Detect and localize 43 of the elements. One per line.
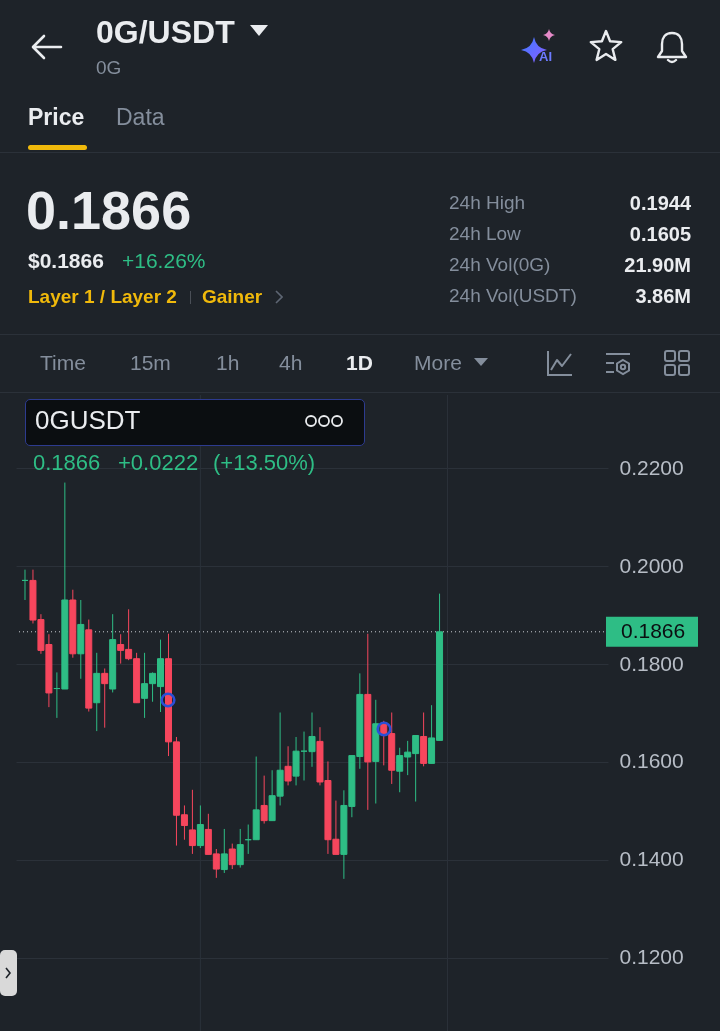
text: 1D	[346, 350, 373, 376]
text: 24h Vol(0G)	[449, 254, 551, 276]
chart-title: 0G/USDT	[96, 13, 235, 51]
text: 0.1944	[629, 191, 691, 215]
candlestick	[236, 828, 244, 869]
text: Gainer	[202, 286, 263, 308]
text: 0.1866	[26, 178, 192, 242]
candlestick	[228, 843, 236, 870]
text: 4h	[279, 350, 303, 376]
text: AI	[539, 48, 552, 65]
text: 0.1605	[629, 222, 691, 246]
candlestick	[101, 667, 109, 729]
candlestick	[196, 804, 204, 849]
candlestick	[220, 828, 228, 874]
candlestick	[188, 789, 196, 855]
text: 24h High	[449, 192, 526, 214]
ref-line-label: 0.1866	[621, 618, 686, 642]
text: 24h Vol(USDT)	[449, 285, 577, 307]
text: 3.86M	[635, 284, 691, 308]
text: +16.26%	[122, 248, 206, 274]
text: 24h Low	[449, 223, 521, 245]
text: $0.1866	[28, 248, 104, 274]
annotation: 0.1866	[33, 450, 101, 476]
annotation: +0.0222	[118, 450, 199, 476]
y-tick-label: 0.2200	[619, 455, 684, 479]
text: Data	[116, 103, 165, 131]
annotation: (+13.50%)	[213, 450, 316, 476]
y-tick-label: 0.1800	[619, 651, 684, 675]
y-tick-label: 0.1200	[619, 945, 684, 969]
candlestick	[260, 775, 268, 825]
text: 21.90M	[624, 253, 691, 277]
chart-subtitle: 0G	[96, 57, 122, 79]
annotation: 0GUSDT	[35, 405, 141, 436]
y-tick-label: 0.2000	[619, 553, 684, 577]
text: Time	[40, 350, 86, 376]
text: More	[414, 350, 462, 376]
candlestick	[284, 745, 292, 786]
text: 1h	[216, 350, 240, 376]
text: Layer 1 / Layer 2	[28, 286, 177, 308]
y-tick-label: 0.1600	[619, 749, 684, 773]
text: Price	[28, 103, 85, 131]
text: 15m	[130, 350, 171, 376]
y-tick-label: 0.1400	[619, 847, 684, 871]
